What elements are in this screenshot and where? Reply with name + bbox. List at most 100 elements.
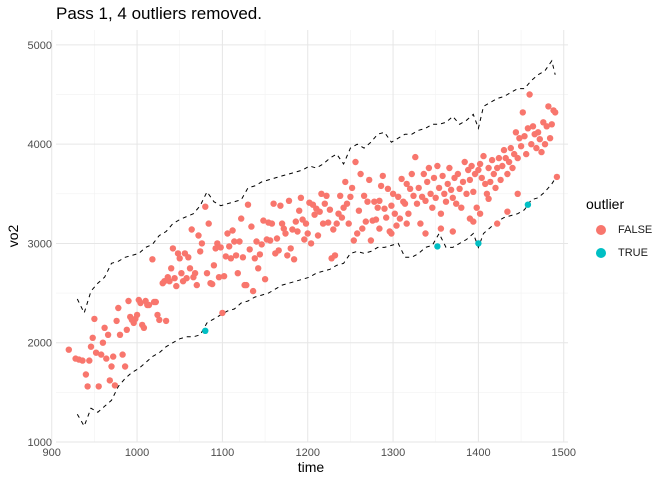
point-false <box>348 184 356 192</box>
point-false <box>222 253 229 260</box>
point-false <box>321 200 328 207</box>
point-false <box>323 192 330 199</box>
y-tick-label: 1000 <box>28 437 52 449</box>
point-false <box>212 245 219 252</box>
point-false <box>91 315 98 323</box>
point-false <box>383 214 390 221</box>
point-false <box>372 216 380 223</box>
point-false <box>166 278 173 285</box>
point-false <box>84 383 91 390</box>
point-false <box>255 265 262 272</box>
point-false <box>393 222 400 229</box>
point-false <box>244 201 252 208</box>
point-false <box>362 218 369 225</box>
minor-gridlines <box>56 30 568 442</box>
point-false <box>294 228 301 235</box>
point-false <box>512 129 520 136</box>
point-false <box>123 326 130 333</box>
point-false <box>514 154 521 162</box>
point-false <box>197 248 204 255</box>
point-false <box>476 160 484 168</box>
point-false <box>487 178 494 186</box>
y-tick-label: 3000 <box>28 238 52 250</box>
point-false <box>398 175 405 183</box>
point-false <box>231 238 238 245</box>
point-false <box>415 184 422 192</box>
point-false <box>504 170 511 178</box>
point-false <box>224 230 231 237</box>
point-false <box>480 152 487 160</box>
point-false <box>248 223 255 230</box>
point-false <box>470 218 477 225</box>
point-false <box>232 252 240 259</box>
x-tick-label: 900 <box>43 447 61 459</box>
upper-bound-line <box>76 59 556 315</box>
point-false <box>350 237 357 244</box>
point-false <box>202 203 209 210</box>
point-false <box>500 146 508 154</box>
point-false <box>494 164 501 172</box>
point-false <box>205 220 212 227</box>
point-false <box>98 351 105 358</box>
point-false <box>337 192 344 199</box>
point-false <box>319 220 327 227</box>
point-false <box>403 220 410 227</box>
point-false <box>137 299 144 307</box>
point-false <box>198 240 206 247</box>
point-false <box>171 275 178 282</box>
point-false <box>273 235 281 242</box>
point-false <box>95 383 102 390</box>
point-false <box>355 207 363 214</box>
legend-title: outlier <box>586 196 625 212</box>
point-false <box>174 250 182 257</box>
x-tick-label: 1300 <box>381 447 405 459</box>
point-false <box>432 194 439 201</box>
point-false <box>543 123 550 130</box>
point-false <box>219 309 226 317</box>
point-false <box>278 220 286 227</box>
point-false <box>357 170 364 178</box>
point-false <box>307 240 315 247</box>
point-false <box>552 109 559 116</box>
point-false <box>453 200 460 207</box>
point-false <box>454 170 462 178</box>
point-false <box>379 172 386 180</box>
point-false <box>473 204 480 211</box>
point-false <box>536 136 543 143</box>
point-false <box>376 197 383 204</box>
point-false <box>497 176 504 184</box>
point-false <box>374 204 381 211</box>
point-false <box>354 230 361 237</box>
point-false <box>238 215 245 222</box>
point-false <box>149 256 156 263</box>
point-false <box>523 150 530 158</box>
point-false <box>318 190 325 197</box>
point-false <box>152 298 159 306</box>
point-false <box>425 164 433 172</box>
point-false <box>494 220 501 227</box>
point-false <box>101 324 108 331</box>
point-false <box>524 125 532 132</box>
point-false <box>79 357 86 364</box>
point-false <box>185 254 192 261</box>
point-false <box>270 200 277 207</box>
point-false <box>191 270 199 277</box>
y-axis-label: vo2 <box>5 225 21 248</box>
point-false <box>422 197 429 204</box>
point-false <box>360 192 368 199</box>
point-false <box>297 194 305 201</box>
point-false <box>459 178 467 186</box>
point-false <box>178 270 185 277</box>
point-false <box>410 192 417 199</box>
point-false <box>261 276 269 283</box>
point-false <box>229 227 236 234</box>
legend-label-false: FALSE <box>618 223 653 236</box>
point-false <box>110 353 117 360</box>
x-tick-label: 1400 <box>466 447 490 459</box>
point-false <box>296 207 303 214</box>
point-false <box>330 226 337 233</box>
point-false <box>412 153 419 161</box>
point-false <box>384 185 392 192</box>
point-false <box>256 251 264 258</box>
point-false <box>316 208 323 215</box>
